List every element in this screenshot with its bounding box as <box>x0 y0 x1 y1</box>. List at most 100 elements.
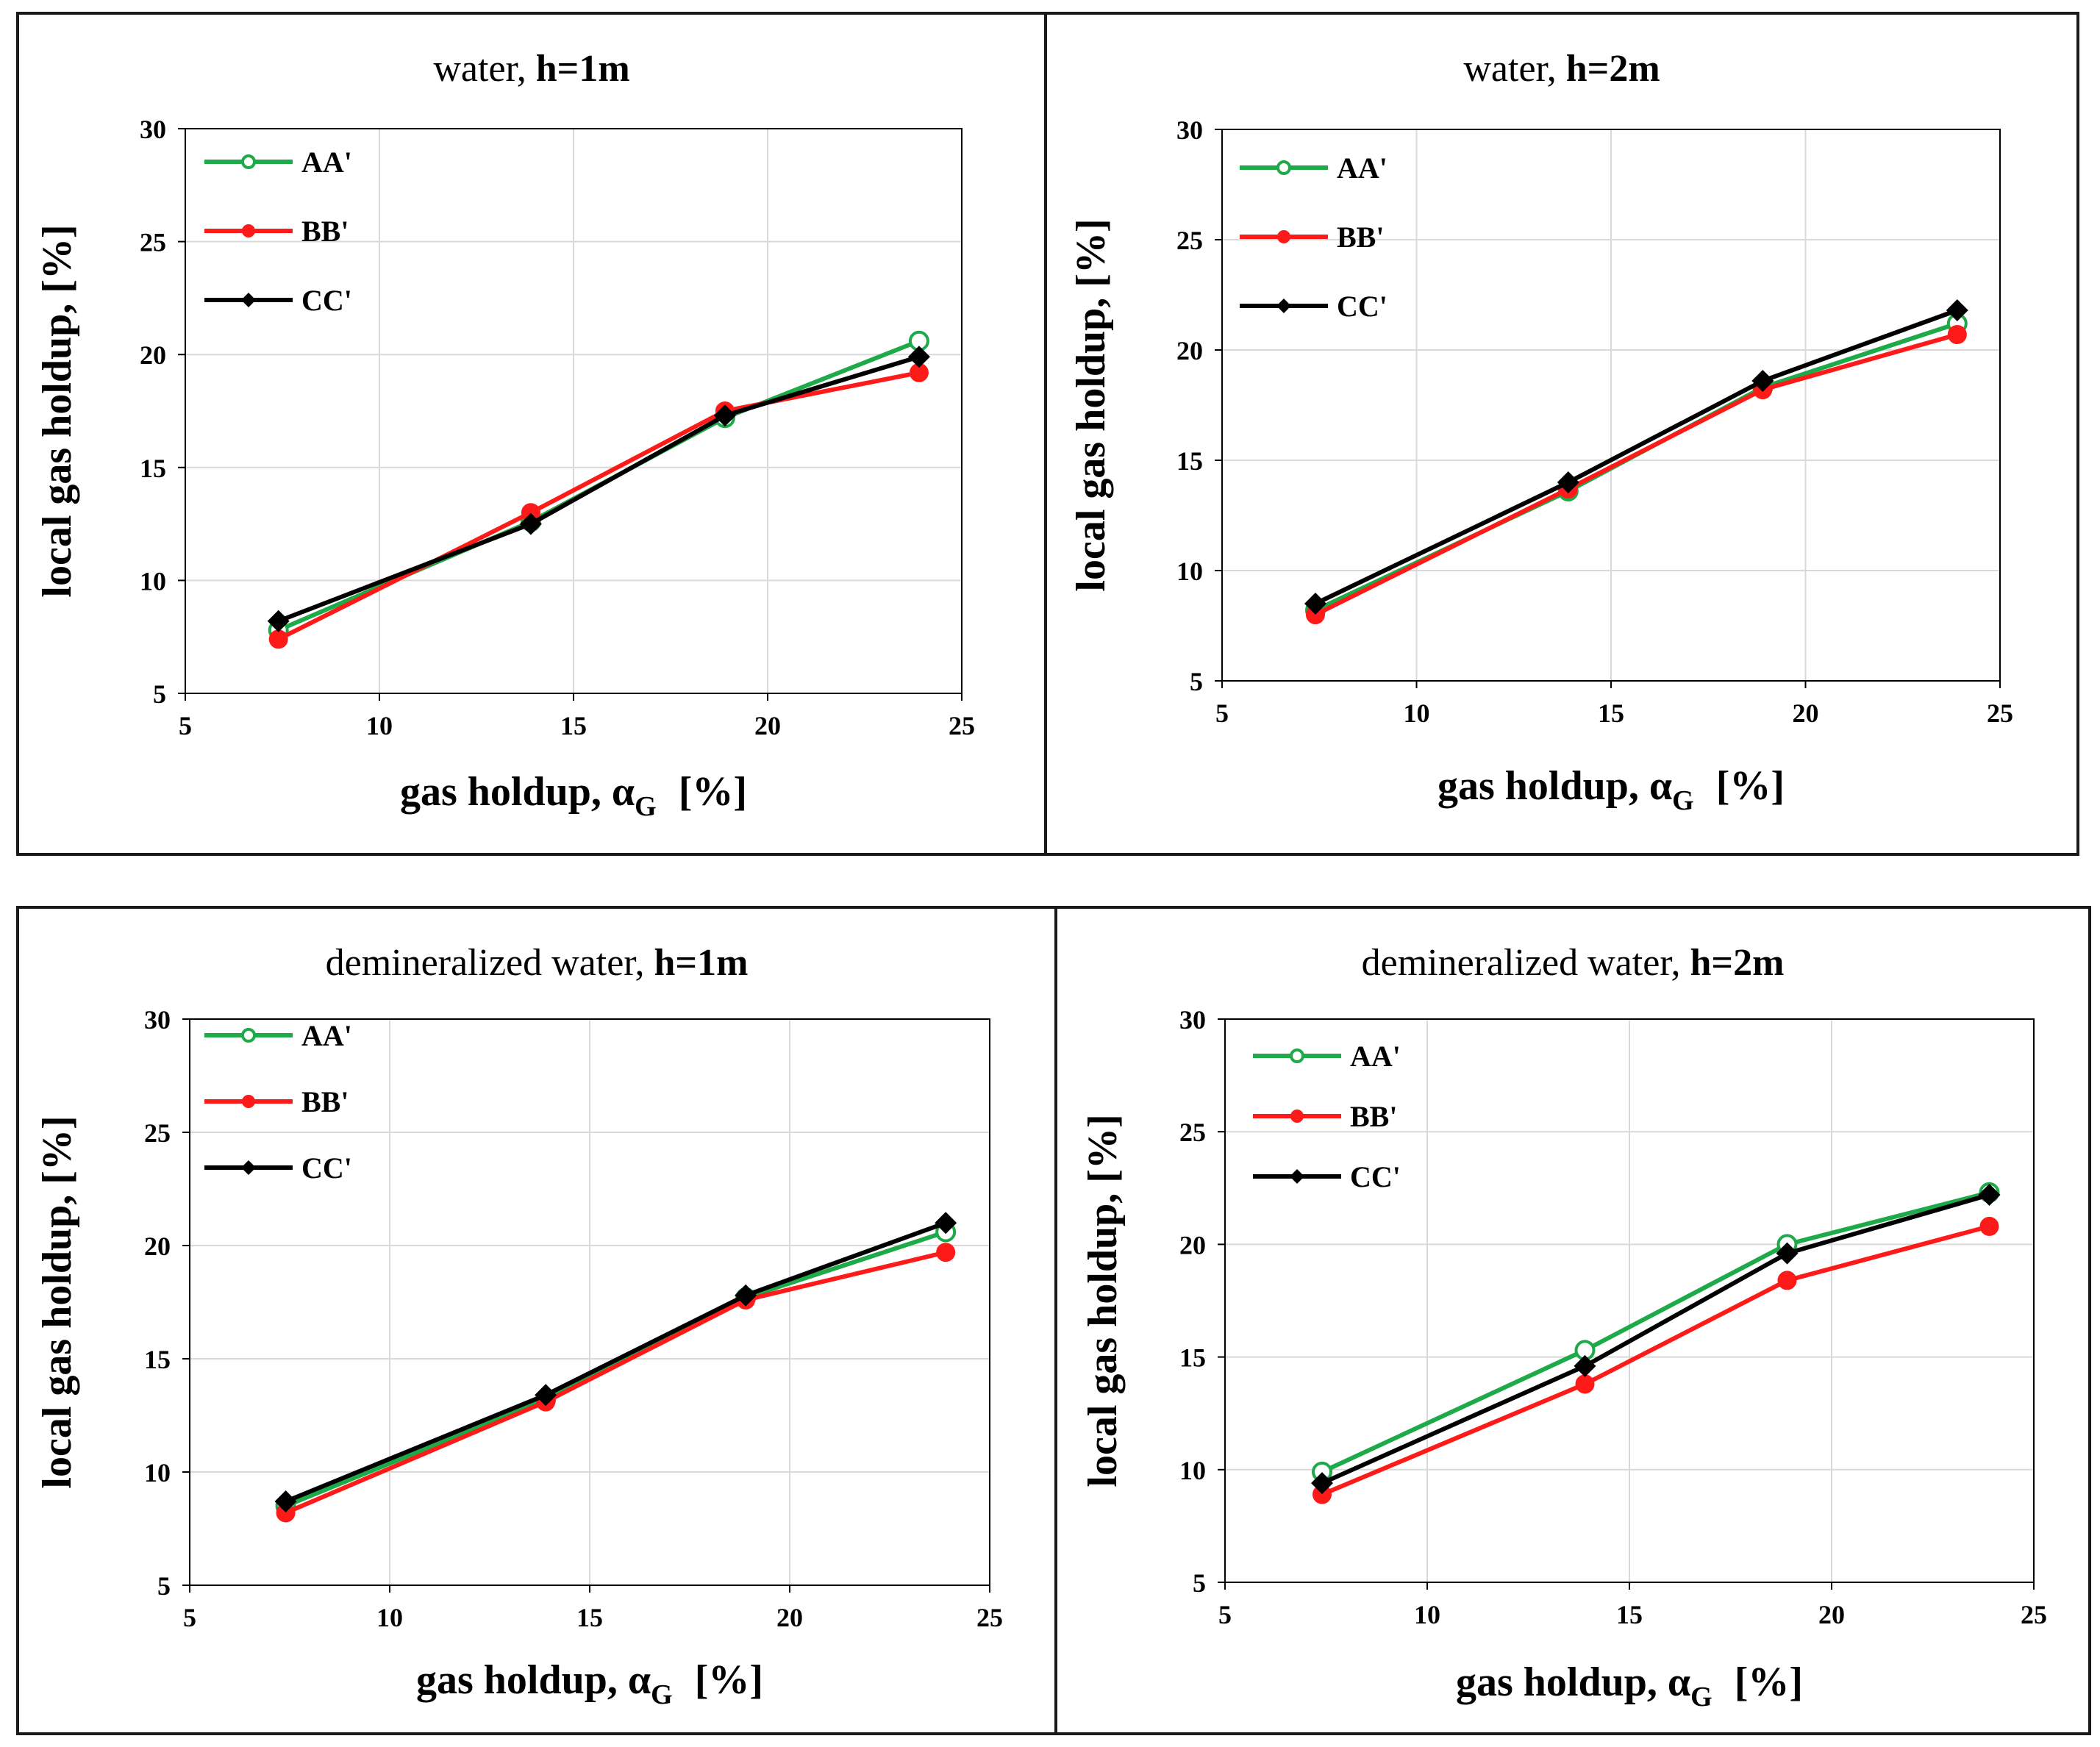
x-tick-label: 20 <box>776 1603 803 1632</box>
y-tick-label: 30 <box>1176 115 1203 145</box>
series-line <box>1321 1223 1990 1497</box>
x-tick-label: 25 <box>949 711 975 740</box>
y-axis-label: local gas holdup, [%] <box>1068 218 1114 591</box>
legend-label: AA' <box>1337 151 1388 185</box>
x-tick-label: 20 <box>1818 1600 1845 1629</box>
y-tick-label: 30 <box>140 115 166 144</box>
x-tick-label: 20 <box>754 711 781 740</box>
data-point <box>907 346 930 368</box>
chart-title-height: h=2m <box>1690 942 1785 984</box>
legend-item: CC' <box>1253 1160 1401 1193</box>
x-tick-label: 25 <box>2021 1600 2047 1629</box>
y-tick-label: 5 <box>153 679 166 709</box>
x-axis-label: gas holdup, αG [%] <box>1456 1660 1803 1712</box>
legend-marker <box>241 293 256 307</box>
data-point <box>713 404 736 427</box>
x-tick-label: 5 <box>1215 699 1229 728</box>
data-point <box>1979 1216 1999 1236</box>
y-tick-label: 25 <box>140 228 166 257</box>
y-tick-label: 30 <box>144 1005 171 1035</box>
data-point <box>1751 370 1774 392</box>
axes: 5 10 15 20 25 5 10 15 20 25 30 <box>144 1005 1003 1632</box>
series-line <box>1321 1190 1990 1474</box>
x-tick-label: 25 <box>976 1603 1003 1632</box>
axes: 5 10 15 20 25 5 10 15 20 25 30 <box>1179 1005 2047 1629</box>
chart-title-height: h=1m <box>654 942 749 984</box>
x-axis-label-text: gas holdup, α <box>1438 763 1672 809</box>
legend-marker <box>241 154 256 169</box>
x-tick-label: 5 <box>183 1603 196 1632</box>
y-tick-label: 20 <box>140 340 166 370</box>
chart-title-height: h=2m <box>1566 48 1660 90</box>
data-point <box>1947 325 1967 344</box>
legend: AA' BB' CC' <box>1253 1040 1401 1193</box>
chart-title-main: water, <box>1463 48 1565 90</box>
series-1 <box>276 1243 956 1523</box>
legend-marker <box>1290 1169 1304 1184</box>
legend-item: AA' <box>1253 1040 1401 1073</box>
y-tick-label: 20 <box>1179 1230 1206 1260</box>
chart-title: demineralized water, h=2m <box>1362 942 1785 984</box>
series-line <box>1314 308 1958 606</box>
gridlines <box>185 128 963 694</box>
x-tick-label: 5 <box>179 711 192 740</box>
x-axis-label-unit: [%] <box>695 1657 763 1703</box>
legend-item: BB' <box>204 215 349 248</box>
chart-title: demineralized water, h=1m <box>326 942 749 984</box>
series-line <box>285 1221 947 1504</box>
series-line <box>1314 332 1958 617</box>
data-point <box>1575 1374 1595 1394</box>
chart-panel-demineralized-h1: demineralized water, h=1m 5 10 15 20 25 5 10 15 2… <box>16 906 1057 1735</box>
x-axis-label: gas holdup, αG [%] <box>416 1657 763 1710</box>
axes: 5 10 15 20 25 5 10 15 20 25 30 <box>140 115 975 740</box>
legend-item: AA' <box>204 1019 352 1052</box>
legend: AA' BB' CC' <box>204 1019 352 1185</box>
chart-title-main: demineralized water, <box>1362 942 1690 984</box>
legend: AA' BB' CC' <box>204 146 352 317</box>
chart-water-h1: water, h=1m 5 10 15 20 25 5 10 15 20 25 30 gas holdu… <box>35 48 975 822</box>
series-2 <box>274 1212 957 1513</box>
y-axis-label: local gas holdup, [%] <box>1080 1114 1126 1487</box>
x-tick-label: 15 <box>576 1603 603 1632</box>
legend-label: BB' <box>1350 1100 1397 1133</box>
data-point <box>274 1490 297 1513</box>
legend-marker <box>1277 230 1290 243</box>
y-tick-label: 10 <box>1176 557 1203 586</box>
data-point <box>1557 471 1579 493</box>
y-tick-label: 15 <box>144 1345 171 1374</box>
legend-item: BB' <box>204 1085 349 1118</box>
series-2 <box>1304 299 1968 615</box>
legend-item: CC' <box>204 1151 352 1185</box>
legend-item: CC' <box>1240 290 1388 323</box>
legend-item: AA' <box>204 146 352 179</box>
series-1 <box>1305 325 1967 624</box>
x-tick-label: 10 <box>376 1603 403 1632</box>
legend-marker <box>1276 299 1291 313</box>
y-tick-label: 5 <box>1190 667 1203 696</box>
legend-marker <box>241 1028 256 1043</box>
chart-title: water, h=2m <box>1463 48 1660 90</box>
series-line <box>277 370 920 641</box>
data-point <box>1304 593 1326 615</box>
data-point <box>1776 1242 1799 1265</box>
data-point <box>268 629 288 649</box>
legend-label: BB' <box>301 215 349 248</box>
y-tick-label: 10 <box>1179 1456 1206 1485</box>
series-1 <box>268 362 929 649</box>
chart-title-main: water, <box>433 48 535 90</box>
legend-marker <box>242 224 255 237</box>
data-point <box>1978 1183 2001 1206</box>
y-tick-label: 5 <box>157 1571 171 1601</box>
y-tick-label: 10 <box>140 566 166 596</box>
series-line <box>1321 1193 1990 1485</box>
x-tick-label: 10 <box>1414 1600 1440 1629</box>
data-point <box>267 610 290 632</box>
legend-item: BB' <box>1253 1100 1397 1133</box>
gridlines <box>1224 1018 2035 1583</box>
x-axis-label-unit: [%] <box>1735 1660 1803 1705</box>
legend-marker <box>1290 1048 1304 1063</box>
axes: 5 10 15 20 25 5 10 15 20 25 30 <box>1176 115 2013 728</box>
x-axis-label-unit: [%] <box>1716 763 1785 809</box>
x-axis-label-subscript: G <box>651 1679 673 1710</box>
chart-panel-water-h2: water, h=2m 5 10 15 20 25 5 10 15 20 25 30 gas holdu… <box>1044 12 2079 856</box>
